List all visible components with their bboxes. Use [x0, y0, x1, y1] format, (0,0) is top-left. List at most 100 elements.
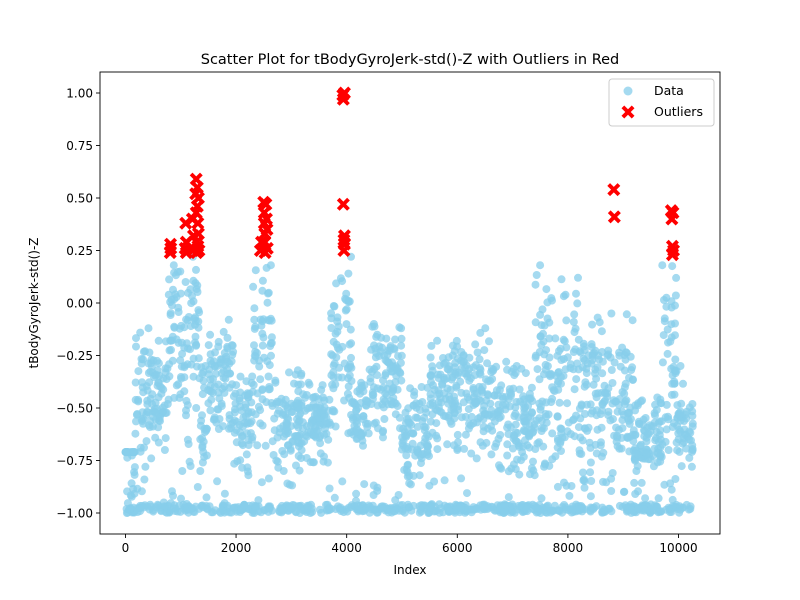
x-axis: 0 2000 4000 6000 8000 10000 [122, 534, 698, 555]
data-point [557, 356, 566, 364]
data-point [334, 373, 343, 382]
data-point [230, 428, 239, 437]
data-point [532, 503, 541, 512]
data-point [384, 508, 393, 517]
data-point [443, 440, 452, 449]
data-point [531, 445, 540, 453]
data-point [510, 412, 519, 420]
data-point [352, 496, 360, 505]
data-point [651, 436, 660, 445]
data-point [507, 389, 516, 398]
data-point [397, 324, 406, 333]
data-point [336, 274, 345, 283]
data-point [225, 369, 234, 378]
data-point [285, 368, 293, 377]
data-point [416, 505, 425, 514]
data-point [658, 261, 667, 270]
data-point [677, 462, 686, 471]
data-point [266, 342, 275, 350]
data-point [230, 459, 239, 468]
data-point [556, 424, 565, 433]
data-point [433, 445, 442, 454]
data-point [406, 384, 415, 393]
data-point [580, 475, 588, 484]
data-point [372, 362, 381, 371]
data-point [688, 411, 697, 420]
data-point [581, 410, 589, 418]
data-point [347, 353, 355, 362]
data-point [628, 363, 637, 372]
legend-data-marker [623, 86, 633, 96]
data-point [510, 508, 519, 517]
data-point [307, 416, 316, 425]
data-point [580, 483, 589, 492]
data-point [508, 444, 517, 453]
data-point [570, 385, 579, 394]
data-point [379, 503, 388, 512]
data-point [667, 320, 676, 329]
x-tick-label: 2000 [221, 541, 252, 555]
data-point [297, 446, 306, 455]
data-point [331, 329, 340, 338]
data-point [512, 398, 521, 406]
data-point [475, 368, 484, 377]
data-point [160, 446, 169, 454]
data-point [575, 404, 584, 413]
data-point [607, 366, 616, 374]
data-point [360, 506, 369, 515]
data-point [454, 402, 463, 411]
data-point [269, 451, 278, 459]
data-point [320, 430, 329, 439]
data-point [663, 349, 672, 358]
data-point [296, 380, 305, 389]
data-point [628, 316, 637, 325]
data-point [207, 395, 216, 404]
data-point [560, 337, 569, 346]
data-point [209, 357, 218, 366]
data-point [294, 452, 303, 460]
data-point [373, 371, 382, 380]
data-point [403, 461, 412, 470]
data-point [667, 333, 676, 342]
data-point [565, 491, 574, 500]
data-point [344, 382, 353, 391]
data-point [196, 421, 205, 430]
data-point [177, 374, 186, 383]
x-tick-label: 8000 [553, 541, 584, 555]
outlier-point [191, 216, 205, 230]
data-point [609, 396, 618, 405]
data-point [359, 441, 367, 450]
data-point [589, 380, 598, 389]
data-point [402, 451, 411, 460]
data-point [590, 503, 598, 512]
data-point [298, 418, 307, 427]
data-point [373, 401, 382, 410]
data-point [182, 500, 191, 508]
data-point [123, 499, 132, 508]
data-point [271, 376, 280, 385]
data-point [301, 406, 309, 415]
data-point [396, 369, 405, 378]
data-point [223, 333, 232, 342]
data-point [652, 428, 661, 437]
data-point [504, 493, 513, 502]
data-point [144, 324, 153, 333]
data-point [519, 426, 528, 435]
data-point [236, 372, 245, 381]
y-tick-label: 0.50 [66, 192, 93, 206]
data-point [327, 324, 336, 332]
data-point [539, 442, 548, 451]
data-point [369, 320, 378, 328]
data-point [343, 389, 352, 398]
data-point [381, 371, 390, 380]
data-point [268, 506, 277, 515]
data-point [597, 423, 606, 432]
data-point [426, 372, 435, 380]
data-point [679, 379, 687, 388]
data-point [160, 401, 169, 410]
data-point [266, 314, 275, 323]
data-point [363, 422, 372, 431]
data-point [186, 285, 195, 294]
data-point [493, 410, 502, 419]
data-point [334, 502, 342, 511]
